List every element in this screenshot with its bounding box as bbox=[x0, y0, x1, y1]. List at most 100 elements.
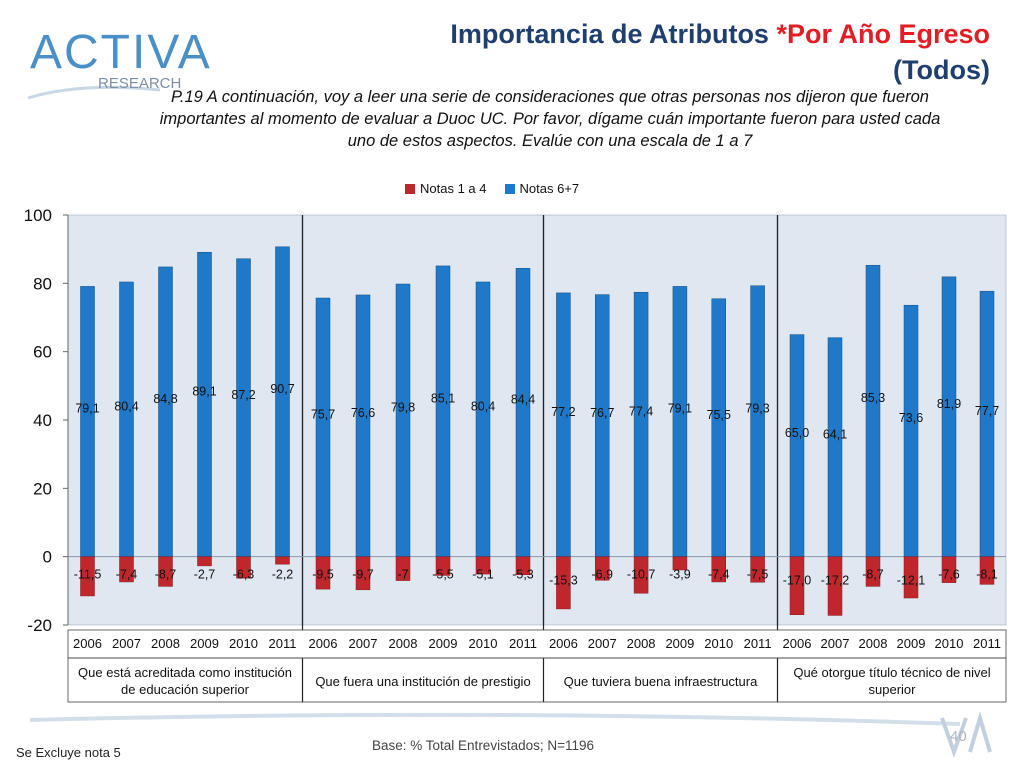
value-label-notas-6-7: 64,1 bbox=[823, 427, 847, 441]
bar-notas-1-4 bbox=[903, 556, 919, 599]
x-tick-label: 2011 bbox=[269, 636, 297, 651]
value-label-notas-1-4: -8,7 bbox=[862, 568, 884, 582]
legend-label-notas-6-7: Notas 6+7 bbox=[519, 181, 580, 196]
x-tick-label: 2010 bbox=[469, 636, 498, 651]
value-label-notas-6-7: 80,4 bbox=[114, 399, 138, 413]
bar-notas-1-4 bbox=[197, 556, 212, 567]
bar-notas-6-7 bbox=[475, 281, 491, 557]
chart-legend: Notas 1 a 4 Notas 6+7 bbox=[405, 181, 579, 196]
bar-notas-1-4 bbox=[979, 556, 995, 585]
bar-notas-6-7 bbox=[275, 246, 290, 557]
value-label-notas-1-4: -5,5 bbox=[432, 568, 454, 582]
question-text: P.19 A continuación, voy a leer una seri… bbox=[159, 88, 941, 150]
value-label-notas-6-7: 79,1 bbox=[668, 402, 692, 416]
group-panel bbox=[543, 214, 778, 626]
footer-swoosh bbox=[29, 712, 961, 726]
y-tick-label: -20 bbox=[27, 616, 52, 635]
value-label-notas-1-4: -17,2 bbox=[821, 574, 850, 588]
group-panel bbox=[777, 214, 1007, 626]
group-label-acreditada: Que está acreditada como institución de … bbox=[78, 665, 292, 697]
value-label-notas-1-4: -8,1 bbox=[976, 568, 998, 582]
value-label-notas-1-4: -15,3 bbox=[549, 574, 578, 588]
bar-notas-1-4 bbox=[865, 556, 881, 587]
value-label-notas-6-7: 81,9 bbox=[937, 397, 961, 411]
value-label-notas-6-7: 79,8 bbox=[391, 401, 415, 415]
bar-notas-6-7 bbox=[750, 285, 765, 557]
value-label-notas-6-7: 65,0 bbox=[785, 426, 809, 440]
legend-item-notas-1-4: Notas 1 a 4 bbox=[405, 181, 487, 196]
value-label-notas-1-4: -7,5 bbox=[747, 568, 769, 582]
value-label-notas-1-4: -11,5 bbox=[74, 568, 102, 582]
y-tick-label: 60 bbox=[33, 343, 52, 362]
bar-notas-1-4 bbox=[595, 556, 610, 581]
group-label-prestigio: Que fuera una institución de prestigio bbox=[315, 673, 531, 689]
value-label-notas-1-4: -2,2 bbox=[272, 568, 294, 582]
x-tick-label: 2010 bbox=[704, 636, 733, 651]
y-tick-label: 80 bbox=[33, 274, 52, 293]
bar-notas-1-4 bbox=[236, 556, 251, 579]
x-tick-label: 2007 bbox=[821, 636, 850, 651]
value-label-notas-6-7: 76,6 bbox=[351, 406, 375, 420]
legend-item-notas-6-7: Notas 6+7 bbox=[504, 181, 580, 196]
x-tick-label: 2007 bbox=[112, 636, 141, 651]
bar-notas-6-7 bbox=[711, 298, 726, 557]
value-label-notas-6-7: 76,7 bbox=[590, 406, 614, 420]
value-label-notas-1-4: -7 bbox=[397, 568, 408, 582]
bar-notas-1-4 bbox=[158, 556, 173, 587]
x-tick-label: 2010 bbox=[229, 636, 258, 651]
activa-research-logo: ACTIVA RESEARCH bbox=[27, 26, 210, 100]
x-tick-label: 2006 bbox=[73, 636, 102, 651]
bar-notas-6-7 bbox=[672, 286, 688, 557]
bar-notas-6-7 bbox=[119, 281, 134, 557]
value-label-notas-1-4: -9,7 bbox=[352, 568, 374, 582]
x-tick-label: 2008 bbox=[627, 636, 656, 651]
group-label-infraestructura: Que tuviera buena infraestructura bbox=[563, 673, 758, 689]
value-label-notas-6-7: 77,2 bbox=[551, 405, 575, 419]
bar-notas-6-7 bbox=[827, 337, 843, 557]
legend-label-notas-1-4: Notas 1 a 4 bbox=[420, 181, 487, 196]
value-label-notas-6-7: 79,3 bbox=[745, 401, 769, 415]
bar-notas-6-7 bbox=[236, 258, 251, 557]
bar-notas-1-4 bbox=[827, 556, 843, 616]
bar-notas-1-4 bbox=[119, 556, 134, 583]
bar-notas-6-7 bbox=[395, 283, 411, 557]
y-tick-label: 40 bbox=[33, 411, 52, 430]
page-number: 40 bbox=[950, 728, 967, 745]
value-label-notas-6-7: 87,2 bbox=[231, 388, 255, 402]
bar-notas-6-7 bbox=[789, 334, 805, 557]
legend-swatch-blue bbox=[504, 183, 515, 194]
value-label-notas-6-7: 89,1 bbox=[192, 385, 216, 399]
x-tick-label: 2011 bbox=[509, 636, 537, 651]
value-label-notas-6-7: 75,5 bbox=[707, 408, 731, 422]
value-label-notas-1-4: -9,5 bbox=[312, 568, 334, 582]
value-label-notas-1-4: -3,9 bbox=[669, 568, 691, 582]
bar-notas-1-4 bbox=[315, 556, 331, 590]
bar-notas-6-7 bbox=[979, 290, 995, 557]
bar-notas-6-7 bbox=[515, 268, 531, 557]
bar-notas-6-7 bbox=[80, 286, 95, 557]
bar-notas-1-4 bbox=[395, 556, 411, 581]
bar-notas-6-7 bbox=[355, 294, 371, 557]
value-label-notas-6-7: 85,3 bbox=[861, 391, 885, 405]
bar-notas-6-7 bbox=[865, 264, 881, 557]
value-label-notas-6-7: 84,8 bbox=[153, 392, 177, 406]
value-label-notas-1-4: -2,7 bbox=[194, 568, 216, 582]
value-label-notas-6-7: 79,1 bbox=[75, 402, 99, 416]
x-tick-label: 2011 bbox=[744, 636, 772, 651]
value-label-notas-1-4: -6,3 bbox=[233, 568, 255, 582]
x-tick-label: 2011 bbox=[973, 636, 1001, 651]
bar-notas-6-7 bbox=[315, 297, 331, 557]
group-label-titulo-tecnico: Qué otorgue título técnico de nivel supe… bbox=[793, 665, 991, 697]
bar-notas-1-4 bbox=[750, 556, 765, 583]
footer-base: Base: % Total Entrevistados; N=1196 bbox=[372, 738, 595, 753]
group-panel bbox=[67, 214, 303, 626]
value-label-notas-1-4: -17,0 bbox=[783, 574, 812, 588]
page-title: Importancia de Atributos *Por Año Egreso… bbox=[450, 19, 990, 85]
value-label-notas-6-7: 80,4 bbox=[471, 399, 495, 413]
value-label-notas-6-7: 75,7 bbox=[311, 408, 335, 422]
x-tick-label: 2006 bbox=[783, 636, 812, 651]
value-label-notas-6-7: 84,4 bbox=[511, 393, 535, 407]
bar-notas-6-7 bbox=[633, 291, 649, 557]
value-label-notas-1-4: -7,4 bbox=[116, 568, 138, 582]
